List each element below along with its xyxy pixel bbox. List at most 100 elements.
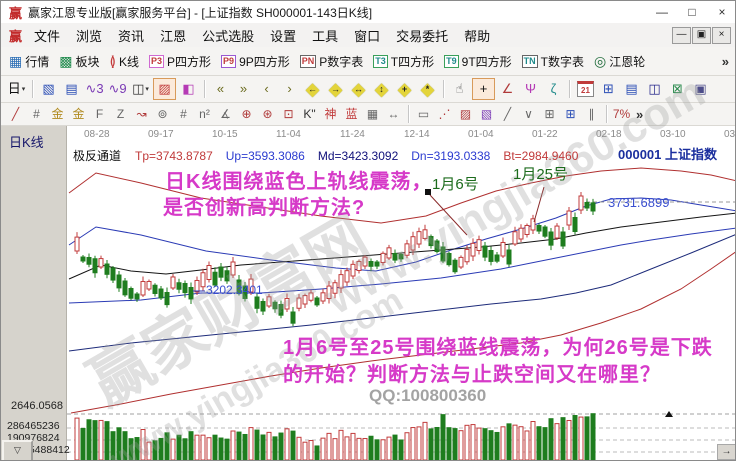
close-button[interactable]: × <box>718 5 726 19</box>
export-image-icon: ⊠ <box>672 81 683 96</box>
mdi-close-button[interactable]: × <box>712 26 731 44</box>
tool-grid-b-button[interactable]: ⊞ <box>561 105 580 123</box>
menu-item-2[interactable]: 浏览 <box>76 28 103 44</box>
tool-trend-line-button[interactable]: ╱ <box>498 105 517 123</box>
tool-zigzag-button[interactable]: ∨ <box>519 105 538 123</box>
toolbar-p-square-button[interactable]: P3 P四方形 <box>145 51 215 72</box>
tool-lan-tool-button[interactable]: 蓝 <box>342 105 361 123</box>
tool-zoom-h-diamond-button[interactable]: ◆ ↔ <box>348 79 369 99</box>
annotation-upper-line1[interactable]: 日K线围绕蓝色上轨线震荡， <box>165 171 433 193</box>
tool-fibonacci-button[interactable]: F <box>90 105 109 123</box>
notes-icon: ▤ <box>625 81 638 96</box>
tool-gann-tool-button[interactable]: Ψ <box>520 79 541 99</box>
minimize-button[interactable]: — <box>656 5 668 19</box>
menu-item-4[interactable]: 江恩 <box>160 28 187 44</box>
tool-golden-price-button[interactable]: 金 <box>48 105 67 123</box>
tool-hash-button[interactable]: # <box>174 105 193 123</box>
tool-rays-button[interactable]: ⋰ <box>435 105 454 123</box>
tool-hand-tool-button[interactable]: ☝ <box>449 79 470 99</box>
tool-price-table-grid-button[interactable]: ▦ <box>363 105 382 123</box>
tool-rect-tool-button[interactable]: ▭ <box>414 105 433 123</box>
tool-parallel-button[interactable]: ∥ <box>582 105 601 123</box>
tool-zoom-all-diamond-button[interactable]: ◆ * <box>417 79 438 99</box>
tool-circle-cycle-button[interactable]: ⊚ <box>153 105 172 123</box>
toolbar-t-number-table-button[interactable]: TN T数字表 <box>518 51 588 72</box>
tool-stock-info-button[interactable]: ▤ <box>61 79 82 99</box>
zoom-all-diamond-icon: ◆ <box>420 78 435 99</box>
tool-brush-button[interactable]: ╱ <box>6 105 25 123</box>
tool-pen-button[interactable]: ↝ <box>132 105 151 123</box>
tool-next-bar-button[interactable]: › <box>279 79 300 99</box>
toolbar-more-chevron-icon[interactable]: » <box>721 53 729 69</box>
menu-item-1[interactable]: 文件 <box>34 28 61 44</box>
mdi-minimize-button[interactable]: — <box>672 26 691 44</box>
menu-item-8[interactable]: 窗口 <box>354 28 381 44</box>
toolbar-sectors-button[interactable]: ▩ 板块 <box>55 51 103 72</box>
tool-roadmap-tool-button[interactable]: ▨ <box>153 78 176 100</box>
tool-chart-layout-button[interactable]: ▧ <box>38 79 59 99</box>
tool-spiral-tool-button[interactable]: ζ <box>543 79 564 99</box>
menu-item-5[interactable]: 公式选股 <box>202 28 255 44</box>
menu-item-9[interactable]: 交易委托 <box>396 28 449 44</box>
menu-item-10[interactable]: 帮助 <box>464 28 491 44</box>
toolbar-t-square-button[interactable]: T3 T四方形 <box>369 51 438 72</box>
tool-angle-line-tool-button[interactable]: ∠ <box>497 79 518 99</box>
tool-hatch-box-2-button[interactable]: ▧ <box>477 105 496 123</box>
tool-print-button[interactable]: ▣ <box>690 79 711 99</box>
annotation-jan6-label[interactable]: 1月6号 <box>432 176 479 193</box>
maximize-button[interactable]: □ <box>688 5 696 19</box>
tool-box-star-button[interactable]: ⊡ <box>279 105 298 123</box>
tool-crosshair-tool-button[interactable]: + <box>472 78 495 100</box>
toolbar-9t-square-button[interactable]: T9 9T四方形 <box>440 51 516 72</box>
tool-k-line-mark-button[interactable]: K" <box>300 105 319 123</box>
toolbar-9p-square-button[interactable]: P9 9P四方形 <box>217 51 294 72</box>
drawing-toolbar-more-chevron-icon[interactable]: » <box>636 106 644 122</box>
menu-item-6[interactable]: 设置 <box>270 28 297 44</box>
tool-grid-a-button[interactable]: ⊞ <box>540 105 559 123</box>
tool-h-arrows-button[interactable]: ↔ <box>384 105 403 123</box>
tool-gann-circle-button[interactable]: ⊕ <box>237 105 256 123</box>
tool-zoom-in-diamond-button[interactable]: ◆ + <box>394 79 415 99</box>
collapse-panel-button[interactable]: ▽ <box>2 440 33 460</box>
annotation-lower-line1[interactable]: 1月6号至25号围绕蓝线震荡，为何26号是下跌 <box>283 337 713 359</box>
kline-chart-canvas[interactable] <box>1 126 736 461</box>
tool-percent-retrace-button[interactable]: 7% <box>612 105 631 123</box>
tool-golden-time-button[interactable]: 金 <box>69 105 88 123</box>
tool-color-histogram-button[interactable]: ◧ <box>178 79 199 99</box>
tool-zoom-v-diamond-button[interactable]: ◆ ↕ <box>371 79 392 99</box>
toolbar-p-number-table-button[interactable]: PN P数字表 <box>296 51 368 72</box>
annotation-upper-line2[interactable]: 是否创新高判断方法? <box>163 197 366 219</box>
tool-prev-bar-button[interactable]: ‹ <box>256 79 277 99</box>
tool-grid-lines-button[interactable]: # <box>27 105 46 123</box>
tool-save-button[interactable]: ◫ <box>644 79 665 99</box>
annotation-jan25-label[interactable]: 1月25号 <box>513 166 569 183</box>
tool-first-bar-button[interactable]: « <box>210 79 231 99</box>
tool-angle-button[interactable]: ∡ <box>216 105 235 123</box>
hatch-box-2-icon: ▧ <box>480 107 493 121</box>
tool-web-button[interactable]: ⊛ <box>258 105 277 123</box>
toolbar-quotes-button[interactable]: ▦ 行情 <box>5 51 53 72</box>
toolbar-gann-wheel-button[interactable]: ◎ 江恩轮 <box>590 51 649 72</box>
tool-n-square-button[interactable]: n² <box>195 105 214 123</box>
mdi-restore-button[interactable]: ▣ <box>692 26 711 44</box>
tool-calculator-button[interactable]: ⊞ <box>598 79 619 99</box>
tool-hatch-box-button[interactable]: ▨ <box>456 105 475 123</box>
scroll-right-button[interactable]: → <box>717 444 735 460</box>
menu-item-7[interactable]: 工具 <box>312 28 339 44</box>
tool-candle-style-dropdown-button[interactable]: ◫ ▾ <box>130 79 151 99</box>
tool-chart-3-button[interactable]: ∿3 <box>84 79 105 99</box>
menu-item-3[interactable]: 资讯 <box>118 28 145 44</box>
indicator-value-up: Up=3593.3086 <box>225 149 305 163</box>
tool-last-bar-button[interactable]: » <box>233 79 254 99</box>
tool-notes-button[interactable]: ▤ <box>621 79 642 99</box>
tool-calendar-button[interactable]: 21 <box>575 79 596 99</box>
tool-shen-tool-button[interactable]: 神 <box>321 105 340 123</box>
tool-zoom-right-diamond-button[interactable]: ◆ → <box>325 79 346 99</box>
annotation-lower-line2[interactable]: 的开始？判断方法与止跌空间又在哪里？ <box>283 364 661 386</box>
tool-zoom-left-diamond-button[interactable]: ◆ ← <box>302 79 323 99</box>
tool-wave-5-button[interactable]: Ζ <box>111 105 130 123</box>
tool-export-image-button[interactable]: ⊠ <box>667 79 688 99</box>
tool-period-day-dropdown-button[interactable]: 日 ▾ <box>6 79 27 99</box>
toolbar-kline-button[interactable]: ≬ K线 <box>106 51 144 72</box>
tool-chart-9-button[interactable]: ∿9 <box>107 79 128 99</box>
